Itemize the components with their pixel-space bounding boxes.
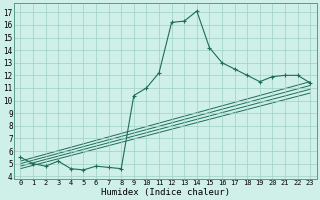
X-axis label: Humidex (Indice chaleur): Humidex (Indice chaleur) — [101, 188, 230, 197]
